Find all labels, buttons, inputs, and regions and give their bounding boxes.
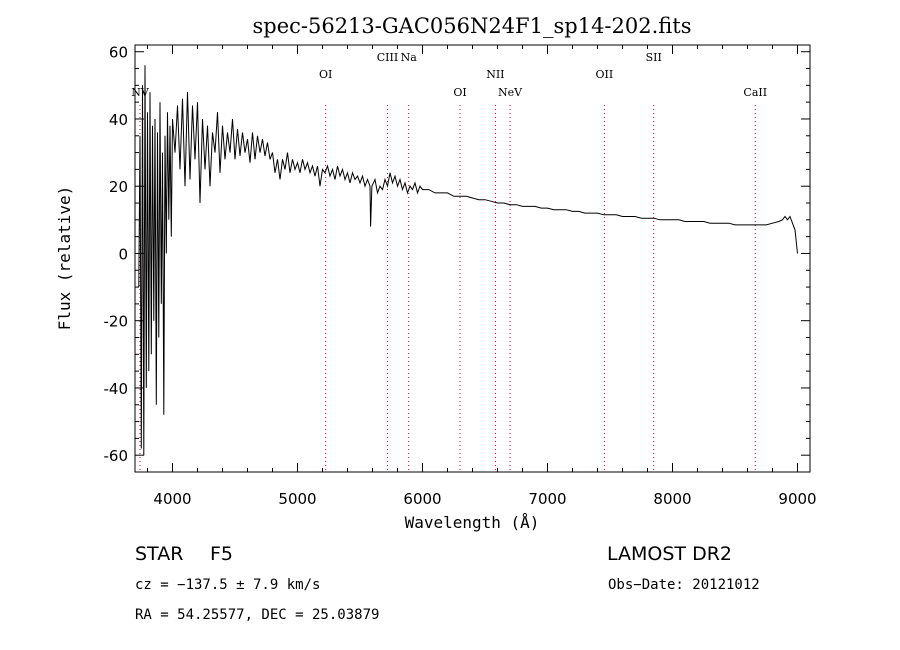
line-marker-label: NV [131, 86, 150, 99]
chart-title: spec-56213-GAC056N24F1_sp14-202.fits [252, 14, 691, 38]
spectral-subclass: F5 [210, 543, 233, 565]
object-class: STAR [135, 543, 183, 565]
line-marker-label: NII [486, 68, 504, 81]
y-axis-ticks: -60 -40 -20 0 20 40 60 [104, 44, 810, 465]
y-tick-label: -40 [104, 380, 129, 398]
y-tick-label: -20 [104, 313, 129, 331]
x-tick-label: 5000 [278, 490, 316, 508]
line-marker-label: NeV [498, 86, 523, 99]
coordinates: RA = 54.25577, DEC = 25.03879 [135, 607, 379, 623]
y-tick-label: 0 [118, 245, 128, 263]
x-tick-label: 4000 [153, 490, 191, 508]
observation-date: Obs−Date: 20121012 [608, 577, 760, 593]
line-marker-label: CaII [743, 86, 767, 99]
y-tick-label: -60 [104, 447, 129, 465]
x-tick-label: 8000 [653, 490, 691, 508]
x-tick-label: 6000 [403, 490, 441, 508]
line-marker-label: SII [646, 51, 662, 64]
line-marker-label: OII [596, 68, 614, 81]
x-tick-label: 9000 [778, 490, 816, 508]
x-tick-label: 7000 [528, 490, 566, 508]
x-axis-ticks: 4000 5000 6000 7000 8000 9000 [147, 45, 817, 508]
y-tick-label: 20 [109, 178, 128, 196]
spectral-line-markers: NV OI CIII Na OI NII NeV OII SII CaII [131, 51, 767, 472]
survey-name: LAMOST DR2 [607, 543, 732, 565]
redshift-cz: cz = −137.5 ± 7.9 km/s [135, 577, 320, 593]
y-tick-label: 60 [109, 44, 128, 62]
line-marker-label: OI [453, 86, 466, 99]
line-marker-label: OI [319, 68, 332, 81]
spectrum-line [138, 65, 798, 456]
plot-frame [134, 44, 811, 473]
x-axis-label: Wavelength (Å) [405, 513, 540, 532]
y-tick-label: 40 [109, 111, 128, 129]
line-marker-label: CIII [377, 51, 398, 64]
y-axis-label: Flux (relative) [55, 186, 74, 331]
line-marker-label: Na [401, 51, 418, 64]
